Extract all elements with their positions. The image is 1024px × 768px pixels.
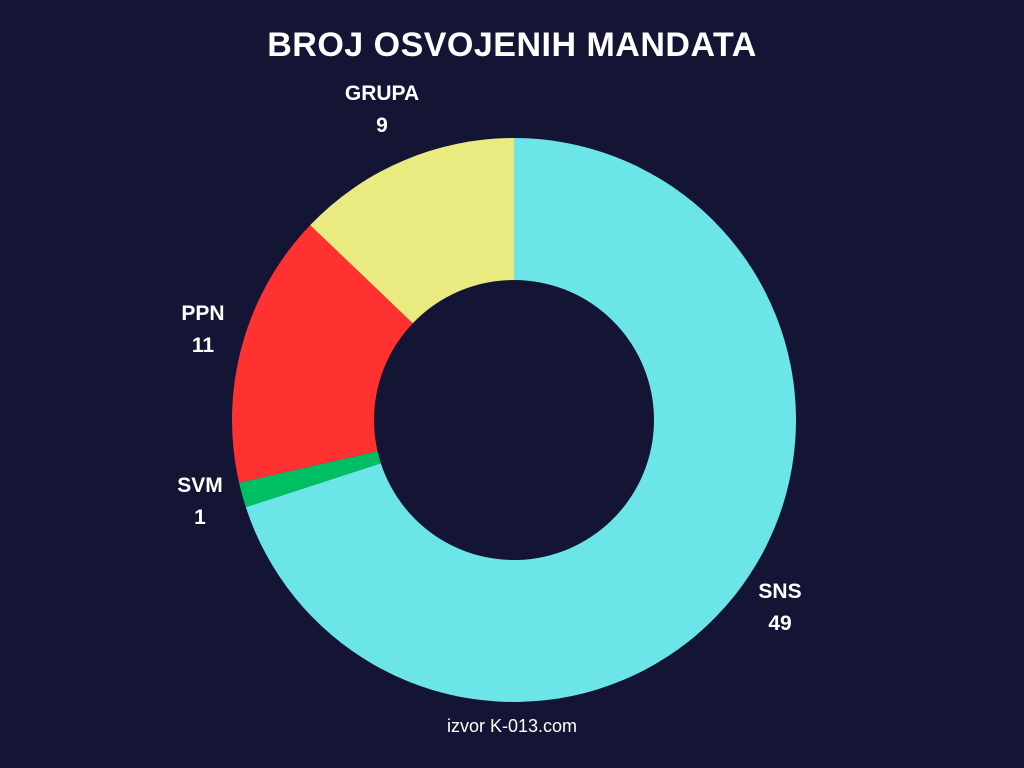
slice-sns bbox=[245, 138, 796, 702]
slice-label-grupa: GRUPA bbox=[345, 82, 419, 105]
slice-value-svm: 1 bbox=[194, 506, 206, 529]
donut-labels: SNS 49 SVM 1 PPN 11 GRUPA 9 bbox=[177, 82, 801, 635]
slice-grupa bbox=[310, 138, 514, 324]
slice-label-sns: SNS bbox=[758, 580, 801, 603]
slice-value-ppn: 11 bbox=[192, 334, 215, 357]
slice-svm bbox=[239, 451, 381, 508]
slice-value-grupa: 9 bbox=[376, 114, 388, 137]
chart-title: BROJ OSVOJENIH MANDATA bbox=[267, 26, 757, 64]
donut-slices bbox=[232, 138, 796, 702]
slice-label-ppn: PPN bbox=[181, 302, 224, 325]
slice-value-sns: 49 bbox=[768, 612, 791, 635]
slice-ppn bbox=[232, 225, 413, 483]
source-note: izvor K-013.com bbox=[446, 716, 578, 736]
slice-label-svm: SVM bbox=[177, 474, 223, 497]
